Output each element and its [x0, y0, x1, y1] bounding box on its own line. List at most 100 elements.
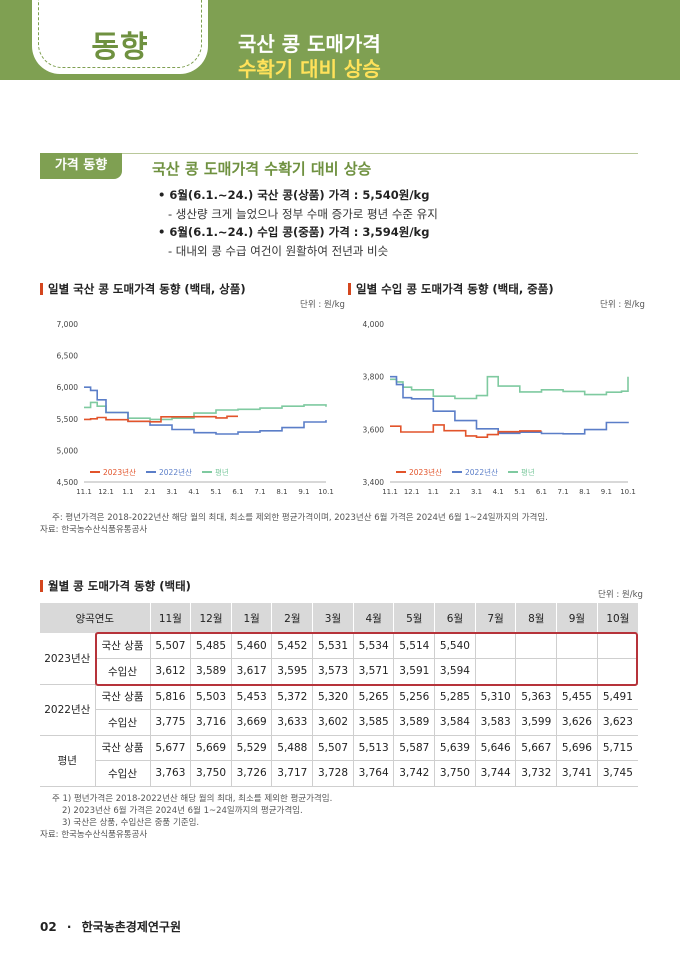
header-cell: 6월: [434, 603, 476, 633]
price-cell: 5,639: [434, 735, 476, 761]
price-cell: 3,599: [515, 709, 557, 736]
price-cell: 5,455: [556, 684, 598, 710]
x-tick-label: 10.1: [620, 488, 636, 496]
x-tick-label: 6.1: [536, 488, 547, 496]
price-cell: 3,595: [271, 658, 313, 685]
price-cell: 5,514: [393, 633, 435, 659]
page-footer: 02 · 한국농촌경제연구원: [40, 918, 181, 935]
price-cell: [556, 633, 598, 659]
price-cell: 5,460: [230, 633, 272, 659]
table-notes: 주 1) 평년가격은 2018-2022년산 해당 월의 최대, 최소를 제외한…: [40, 793, 332, 841]
legend-label: 평년: [521, 467, 535, 477]
headline-line1: 국산 콩 도매가격: [238, 32, 381, 56]
price-cell: 3,589: [393, 709, 435, 736]
x-tick-label: 11.1: [76, 488, 92, 496]
bullet-main: • 6월(6.1.~24.) 수입 콩(중품) 가격 : 3,594원/kg: [158, 225, 430, 240]
table-note: 2) 2023년산 6월 가격은 2024년 6월 1~24일까지의 평균가격임…: [62, 806, 303, 816]
table-header-row: 양곡연도 11월 12월 1월 2월 3월 4월 5월 6월 7월 8월 9월 …: [40, 603, 638, 633]
legend-label: 2023년산: [409, 467, 442, 477]
price-cell: 3,589: [190, 658, 232, 685]
price-cell: 3,617: [230, 658, 272, 685]
y-tick-label: 4,000: [363, 320, 385, 329]
summary-bullets: • 6월(6.1.~24.) 국산 콩(상품) 가격 : 5,540원/kg -…: [158, 186, 438, 260]
row-label: 수입산: [94, 709, 151, 736]
header-cell: 10월: [596, 603, 638, 633]
footer-org: 한국농촌경제연구원: [81, 920, 182, 934]
price-cell: 5,310: [474, 684, 516, 710]
badge-label: 동향: [91, 30, 149, 65]
x-tick-label: 5.1: [514, 488, 525, 496]
chart-source: 자료: 한국농수산식품유통공사: [40, 525, 148, 535]
header-cell: 12월: [190, 603, 232, 633]
x-tick-label: 9.1: [601, 488, 612, 496]
price-cell: [596, 658, 638, 685]
x-tick-label: 3.1: [166, 488, 177, 496]
price-cell: 3,623: [596, 709, 638, 736]
table-row: 2022년산 국산 상품 5,816 5,503 5,453 5,372 5,320 5,26…: [40, 684, 638, 736]
row-label: 수입산: [94, 658, 151, 685]
price-cell: 3,573: [312, 658, 354, 685]
chart-note: 주: 평년가격은 2018-2022년산 해당 월의 최대, 최소를 제외한 평…: [52, 513, 548, 523]
section-tag: 가격 동향: [40, 153, 122, 179]
x-tick-label: 12.1: [98, 488, 114, 496]
x-tick-label: 2.1: [144, 488, 155, 496]
header-cell: 1월: [230, 603, 272, 633]
price-cell: 3,763: [149, 760, 191, 787]
y-tick-label: 4,500: [57, 478, 79, 487]
price-cell: 3,584: [434, 709, 476, 736]
price-cell: [474, 633, 516, 659]
price-cell: 3,742: [393, 760, 435, 787]
y-tick-label: 3,800: [363, 373, 385, 382]
table-row: 수입산 3,775 3,716 3,669 3,633 3,602 3,585 3,589 3,…: [40, 709, 638, 736]
price-cell: 5,587: [393, 735, 435, 761]
legend-label: 2022년산: [159, 467, 192, 477]
legend-label: 2023년산: [103, 467, 136, 477]
x-tick-label: 10.1: [318, 488, 334, 496]
price-cell: 5,372: [271, 684, 313, 710]
header-cell: 4월: [352, 603, 394, 633]
price-cell: 3,669: [230, 709, 272, 736]
x-tick-label: 9.1: [298, 488, 309, 496]
price-cell: 3,612: [149, 658, 191, 685]
x-tick-label: 1.1: [428, 488, 439, 496]
x-tick-label: 12.1: [404, 488, 420, 496]
price-cell: 5,513: [352, 735, 394, 761]
header-cell: 9월: [556, 603, 598, 633]
x-tick-label: 2.1: [449, 488, 460, 496]
chart-unit-import: 단위 : 원/kg: [600, 300, 645, 310]
price-cell: 3,583: [474, 709, 516, 736]
price-cell: 3,728: [312, 760, 354, 787]
table-row: 2023년산 국산 상품 5,507 5,485 5,460 5,452 5,531 5,53…: [40, 633, 638, 685]
x-tick-label: 7.1: [254, 488, 265, 496]
price-cell: 5,531: [312, 633, 354, 659]
row-label: 국산 상품: [94, 735, 151, 761]
header-cell: 5월: [393, 603, 435, 633]
price-cell: 5,452: [271, 633, 313, 659]
price-cell: 3,585: [352, 709, 394, 736]
bullet-sub: - 생산량 크게 늘었으나 정부 수매 증가로 평년 수준 유지: [168, 206, 438, 221]
price-cell: 3,591: [393, 658, 435, 685]
series-line-0: [390, 424, 542, 438]
price-cell: 3,732: [515, 760, 557, 787]
price-cell: 3,716: [190, 709, 232, 736]
price-cell: 5,265: [352, 684, 394, 710]
row-label: 수입산: [94, 760, 151, 787]
x-tick-label: 4.1: [188, 488, 199, 496]
chart-unit-domestic: 단위 : 원/kg: [300, 300, 345, 310]
header-cell: 양곡연도: [40, 603, 151, 633]
price-cell: 5,491: [596, 684, 638, 710]
section-title: 국산 콩 도매가격 수확기 대비 상승: [152, 160, 372, 178]
y-tick-label: 5,000: [57, 446, 79, 455]
header-cell: 3월: [312, 603, 354, 633]
y-tick-label: 6,500: [57, 352, 79, 361]
series-line-1: [84, 386, 327, 435]
price-cell: 5,285: [434, 684, 476, 710]
price-cell: 5,816: [149, 684, 191, 710]
y-tick-label: 3,600: [363, 425, 385, 434]
price-cell: [556, 658, 598, 685]
year-cell: 2022년산: [40, 684, 95, 736]
price-cell: 3,602: [312, 709, 354, 736]
price-cell: 5,488: [271, 735, 313, 761]
category-badge: 동향: [32, 0, 208, 74]
